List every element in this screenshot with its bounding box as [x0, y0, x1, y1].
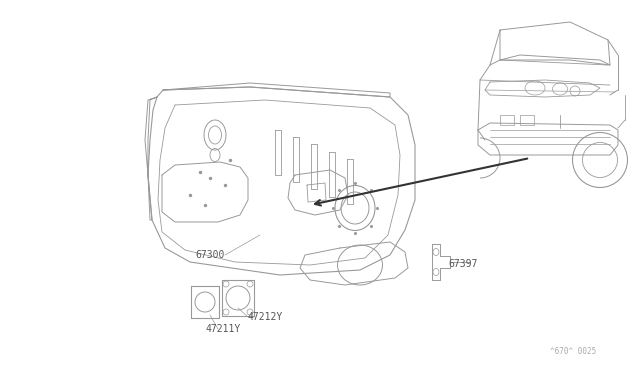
Text: 67397: 67397 — [448, 259, 477, 269]
Text: 47211Y: 47211Y — [205, 324, 240, 334]
Bar — [500, 115, 514, 125]
Text: 67300: 67300 — [195, 250, 225, 260]
Text: 47212Y: 47212Y — [248, 312, 284, 322]
Text: ^670^ 0025: ^670^ 0025 — [550, 347, 596, 356]
Bar — [520, 115, 534, 125]
